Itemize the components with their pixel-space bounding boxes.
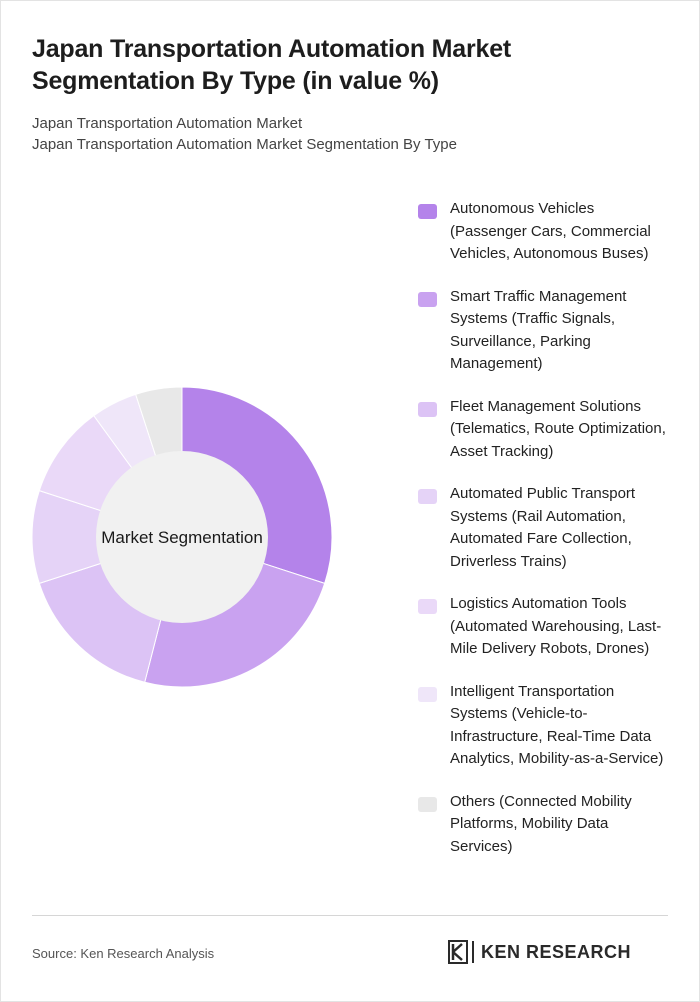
legend-swatch [418, 796, 437, 812]
legend-label: Automated Public Transport Systems (Rail… [450, 485, 636, 570]
chart-title: Japan Transportation Automation Market S… [32, 35, 512, 95]
legend-swatch [418, 401, 437, 417]
legend-label: Fleet Management Solutions (Telematics, … [450, 397, 666, 460]
subtitle-line-2: Japan Transportation Automation Market S… [32, 136, 457, 153]
source-note: Source: Ken Research Analysis [32, 946, 215, 961]
legend-item: Smart Traffic Management Systems (Traffi… [418, 286, 688, 376]
donut-chart: Market Segmentation [31, 386, 333, 688]
ken-research-logo-icon [448, 940, 468, 964]
legend-swatch [418, 489, 437, 504]
legend-swatch [418, 686, 437, 702]
legend-item: Automated Public Transport Systems (Rail… [418, 483, 688, 573]
donut-hole [96, 451, 268, 623]
ken-research-logo: KEN RESEARCH [448, 940, 631, 964]
legend-item: Autonomous Vehicles (Passenger Cars, Com… [418, 198, 688, 266]
logo-text: KEN RESEARCH [481, 941, 632, 962]
legend-label: Intelligent Transportation Systems (Vehi… [450, 682, 664, 768]
legend-item: Intelligent Transportation Systems (Vehi… [418, 681, 688, 771]
legend-label: Smart Traffic Management Systems (Traffi… [450, 287, 627, 373]
legend-item: Logistics Automation Tools (Automated Wa… [418, 593, 688, 661]
chart-legend: Autonomous Vehicles (Passenger Cars, Com… [418, 198, 688, 858]
subtitle-line-1: Japan Transportation Automation Market [32, 115, 303, 132]
legend-label: Autonomous Vehicles (Passenger Cars, Com… [450, 200, 651, 262]
legend-swatch [418, 204, 437, 219]
donut-center-label: Market Segmentation [101, 528, 263, 547]
legend-swatch [418, 291, 437, 307]
legend-swatch [418, 599, 437, 614]
chart-subtitle: Japan Transportation Automation Market J… [32, 113, 457, 155]
legend-label: Logistics Automation Tools (Automated Wa… [450, 595, 662, 657]
logo-separator [472, 941, 474, 963]
footer-divider [32, 915, 668, 916]
legend-item: Fleet Management Solutions (Telematics, … [418, 396, 688, 464]
legend-label: Others (Connected Mobility Platforms, Mo… [450, 792, 632, 855]
legend-item: Others (Connected Mobility Platforms, Mo… [418, 791, 688, 859]
